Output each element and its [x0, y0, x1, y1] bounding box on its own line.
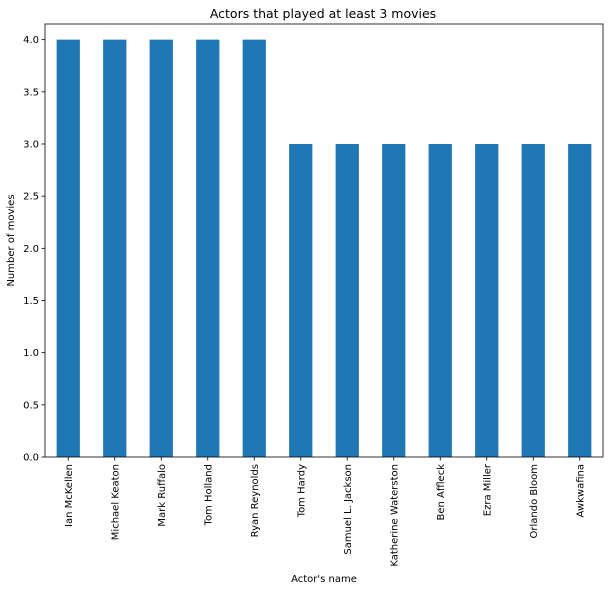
- x-tick-label: Samuel L. Jackson: [343, 464, 354, 555]
- y-tick-label: 1.0: [23, 348, 39, 359]
- bar-awkwafina: [568, 143, 592, 457]
- x-tick-label: Ezra Miller: [482, 463, 493, 516]
- bars-group: [56, 39, 592, 457]
- y-tick-label: 3.0: [23, 139, 39, 150]
- y-axis-label: Number of movies: [6, 194, 17, 286]
- bar-ian-mckellen: [56, 39, 80, 457]
- bar-tom-holland: [196, 39, 220, 457]
- bar-michael-keaton: [103, 39, 127, 457]
- x-tick-label: Ian McKellen: [64, 464, 75, 527]
- x-tick-label: Awkwafina: [575, 464, 586, 517]
- bar-mark-ruffalo: [149, 39, 173, 457]
- x-axis-ticks: Ian McKellen Michael Keaton Mark Ruffalo To…: [64, 457, 586, 567]
- bar-ryan-reynolds: [242, 39, 266, 457]
- y-tick-label: 0.0: [23, 453, 39, 464]
- chart-title: Actors that played at least 3 movies: [210, 6, 436, 21]
- bar-ben-affleck: [428, 143, 452, 457]
- y-tick-label: 2.0: [23, 244, 39, 255]
- bar-katherine-waterston: [382, 143, 406, 457]
- bar-orlando-bloom: [521, 143, 545, 457]
- bar-tom-hardy: [289, 143, 313, 457]
- y-axis-ticks: 0.0 0.5 1.0 1.5 2.0 2.5 3.0 3.5 4.0: [23, 35, 45, 464]
- plot-frame: [44, 23, 604, 458]
- bar-ezra-miller: [475, 143, 499, 457]
- y-tick-label: 0.5: [23, 400, 39, 411]
- x-tick-label: Ben Affleck: [436, 464, 447, 521]
- x-tick-label: Ryan Reynolds: [250, 464, 261, 537]
- x-tick-label: Tom Hardy: [296, 464, 307, 518]
- x-tick-label: Orlando Bloom: [529, 464, 540, 539]
- y-tick-label: 4.0: [23, 35, 39, 46]
- y-tick-label: 3.5: [23, 87, 39, 98]
- x-tick-label: Tom Holland: [203, 464, 214, 526]
- x-tick-label: Mark Ruffalo: [157, 464, 168, 527]
- y-tick-label: 2.5: [23, 192, 39, 203]
- y-tick-label: 1.5: [23, 296, 39, 307]
- x-tick-label: Katherine Waterston: [389, 464, 400, 567]
- x-axis-label: Actor's name: [291, 574, 357, 585]
- x-tick-label: Michael Keaton: [110, 464, 121, 540]
- bar-samuel-l-jackson: [335, 143, 359, 457]
